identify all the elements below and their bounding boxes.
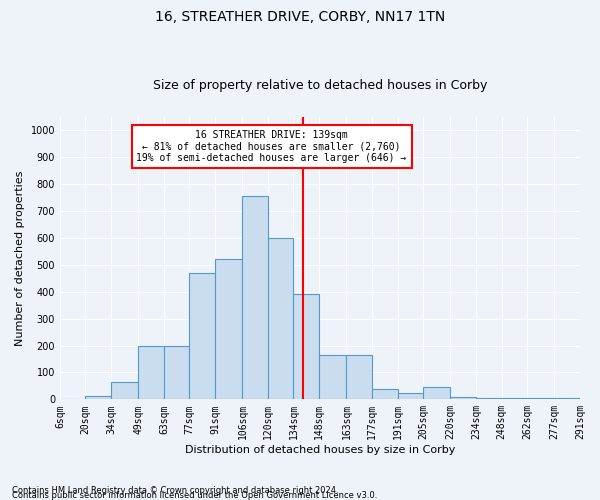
Y-axis label: Number of detached properties: Number of detached properties — [15, 170, 25, 346]
Text: 16 STREATHER DRIVE: 139sqm
← 81% of detached houses are smaller (2,760)
19% of s: 16 STREATHER DRIVE: 139sqm ← 81% of deta… — [136, 130, 407, 164]
Bar — [293, 294, 319, 400]
Bar — [139, 346, 164, 400]
Bar — [164, 346, 190, 400]
Bar — [190, 273, 215, 400]
Bar — [554, 398, 580, 400]
Bar — [85, 396, 111, 400]
Bar — [111, 382, 139, 400]
X-axis label: Distribution of detached houses by size in Corby: Distribution of detached houses by size … — [185, 445, 455, 455]
Bar — [398, 392, 423, 400]
Bar — [268, 238, 293, 400]
Bar — [502, 398, 527, 400]
Bar — [476, 398, 502, 400]
Bar — [527, 398, 554, 400]
Text: Contains HM Land Registry data © Crown copyright and database right 2024.: Contains HM Land Registry data © Crown c… — [12, 486, 338, 495]
Bar — [423, 387, 451, 400]
Bar — [215, 260, 242, 400]
Bar — [451, 396, 476, 400]
Bar — [319, 355, 346, 400]
Text: Contains public sector information licensed under the Open Government Licence v3: Contains public sector information licen… — [12, 491, 377, 500]
Title: Size of property relative to detached houses in Corby: Size of property relative to detached ho… — [153, 79, 487, 92]
Bar — [372, 388, 398, 400]
Text: 16, STREATHER DRIVE, CORBY, NN17 1TN: 16, STREATHER DRIVE, CORBY, NN17 1TN — [155, 10, 445, 24]
Bar — [346, 355, 372, 400]
Bar — [242, 196, 268, 400]
